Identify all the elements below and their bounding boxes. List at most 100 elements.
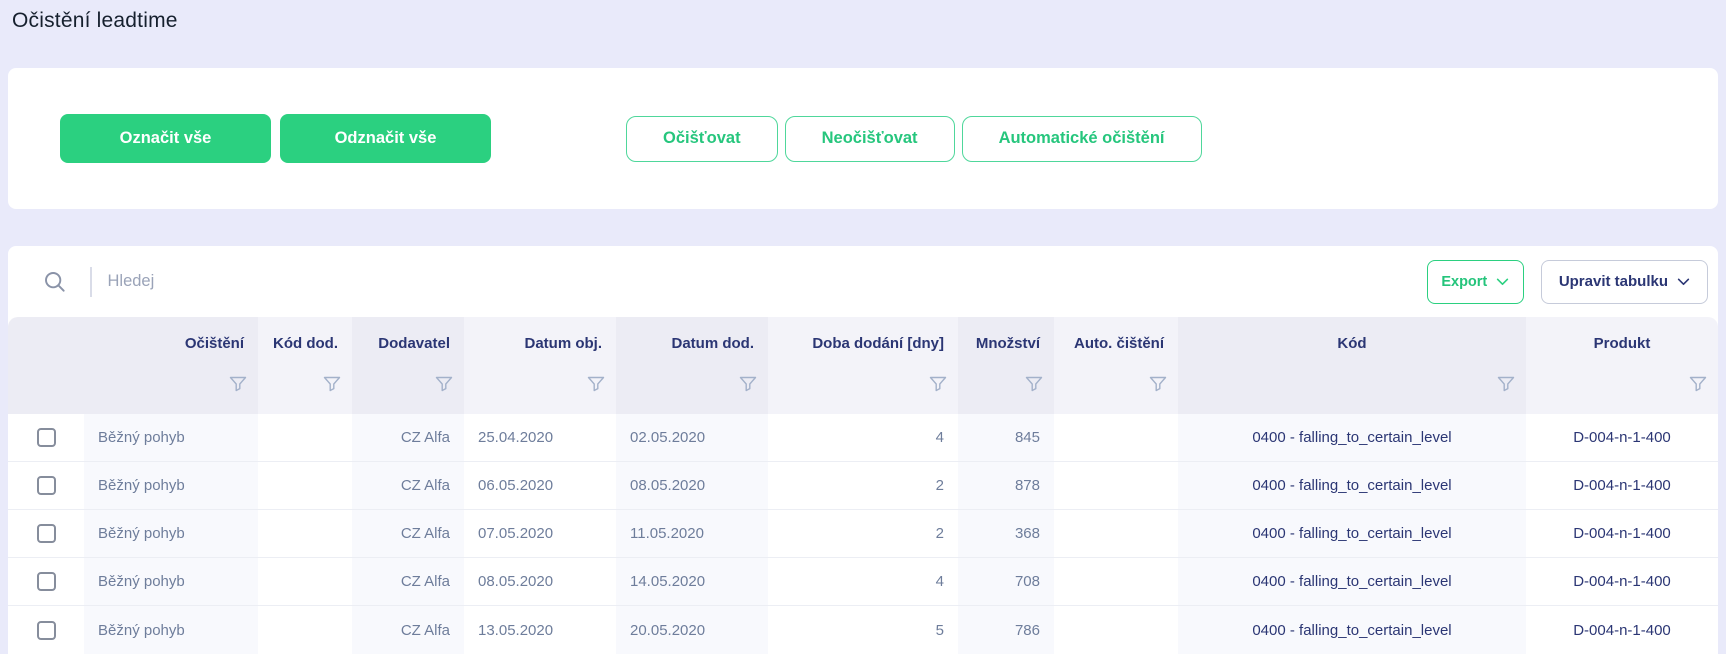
table-row: Běžný pohyb CZ Alfa08.05.202014.05.202047…	[8, 558, 1718, 606]
filter-icon[interactable]	[1054, 369, 1178, 414]
cell-mnozstvi: 786	[958, 606, 1054, 654]
table-row: Běžný pohyb CZ Alfa13.05.202020.05.202057…	[8, 606, 1718, 654]
clean-button[interactable]: Očišťovat	[626, 116, 778, 162]
cell-ocisteni: Běžný pohyb	[84, 462, 258, 509]
cell-doba_dodani_dny: 5	[768, 606, 958, 654]
filter-icon[interactable]	[258, 369, 352, 414]
column-header-kod: Kód	[1178, 317, 1526, 369]
cell-datum_dod: 08.05.2020	[616, 462, 768, 509]
filter-icon[interactable]	[1178, 369, 1526, 414]
filter-icon[interactable]	[464, 369, 616, 414]
filter-icon[interactable]	[352, 369, 464, 414]
header-cell-ocisteni: Očištění	[84, 317, 258, 414]
row-checkbox[interactable]	[37, 572, 56, 591]
select-all-button[interactable]: Označit vše	[60, 114, 271, 163]
page-title: Očistění leadtime	[12, 9, 178, 33]
cell-ocisteni: Běžný pohyb	[84, 414, 258, 461]
header-cell-produkt: Produkt	[1526, 317, 1718, 414]
row-checkbox[interactable]	[37, 428, 56, 447]
cell-dodavatel: CZ Alfa	[352, 558, 464, 605]
row-checkbox[interactable]	[37, 524, 56, 543]
cell-kod: 0400 - falling_to_certain_level	[1178, 510, 1526, 557]
cell-produkt: D-004-n-1-400	[1526, 606, 1718, 654]
cell-dodavatel: CZ Alfa	[352, 606, 464, 654]
header-cell-kod: Kód	[1178, 317, 1526, 414]
header-cell-auto_cisteni: Auto. čištění	[1054, 317, 1178, 414]
filter-icon[interactable]	[958, 369, 1054, 414]
cell-ocisteni: Běžný pohyb	[84, 510, 258, 557]
header-cell-datum_obj: Datum obj.	[464, 317, 616, 414]
auto-clean-button[interactable]: Automatické očištění	[962, 116, 1202, 162]
export-button[interactable]: Export	[1427, 260, 1524, 304]
not-clean-button[interactable]: Neočišťovat	[785, 116, 955, 162]
cell-datum_obj: 13.05.2020	[464, 606, 616, 654]
topbar-actions: Export Upravit tabulku	[1427, 260, 1708, 304]
cell-kod: 0400 - falling_to_certain_level	[1178, 462, 1526, 509]
cell-produkt: D-004-n-1-400	[1526, 462, 1718, 509]
cell-kod_dod	[258, 606, 352, 654]
cell-mnozstvi: 878	[958, 462, 1054, 509]
table-header-row: OčištěníKód dod.DodavatelDatum obj.Datum…	[8, 317, 1718, 414]
cell-auto_cisteni	[1054, 414, 1178, 461]
cell-ocisteni: Běžný pohyb	[84, 606, 258, 654]
cell-datum_obj: 08.05.2020	[464, 558, 616, 605]
header-cell-dodavatel: Dodavatel	[352, 317, 464, 414]
cell-kod_dod	[258, 462, 352, 509]
edit-table-button[interactable]: Upravit tabulku	[1541, 260, 1708, 304]
header-cell-checkbox	[8, 317, 84, 414]
header-cell-kod_dod: Kód dod.	[258, 317, 352, 414]
cell-dodavatel: CZ Alfa	[352, 414, 464, 461]
deselect-all-button[interactable]: Odznačit vše	[280, 114, 491, 163]
cell-kod: 0400 - falling_to_certain_level	[1178, 558, 1526, 605]
cell-dodavatel: CZ Alfa	[352, 462, 464, 509]
table-body: Běžný pohybCZ Alfa25.04.202002.05.202048…	[8, 414, 1718, 654]
toolbar-card: Označit vše Odznačit vše Očišťovat Neoči…	[8, 68, 1718, 209]
row-checkbox[interactable]	[37, 476, 56, 495]
cell-datum_obj: 25.04.2020	[464, 414, 616, 461]
search-divider	[90, 267, 92, 297]
cell-auto_cisteni	[1054, 558, 1178, 605]
cell-mnozstvi: 368	[958, 510, 1054, 557]
search-input[interactable]	[108, 272, 1427, 291]
checkbox-cell	[8, 606, 84, 654]
table-row: Běžný pohybCZ Alfa07.05.202011.05.202023…	[8, 510, 1718, 558]
cell-mnozstvi: 708	[958, 558, 1054, 605]
cell-ocisteni: Běžný pohyb	[84, 558, 258, 605]
checkbox-cell	[8, 510, 84, 557]
header-cell-mnozstvi: Množství	[958, 317, 1054, 414]
column-header-dodavatel: Dodavatel	[352, 317, 464, 369]
cell-datum_obj: 07.05.2020	[464, 510, 616, 557]
cell-datum_obj: 06.05.2020	[464, 462, 616, 509]
cell-datum_dod: 14.05.2020	[616, 558, 768, 605]
filter-icon[interactable]	[1526, 369, 1718, 414]
search-icon	[42, 269, 68, 295]
cell-kod: 0400 - falling_to_certain_level	[1178, 606, 1526, 654]
table-row: Běžný pohyb CZ Alfa06.05.202008.05.202028…	[8, 462, 1718, 510]
column-header-doba_dodani_dny: Doba dodání [dny]	[768, 317, 958, 369]
cell-auto_cisteni	[1054, 606, 1178, 654]
row-checkbox[interactable]	[37, 621, 56, 640]
checkbox-cell	[8, 462, 84, 509]
filter-icon[interactable]	[616, 369, 768, 414]
filter-icon[interactable]	[768, 369, 958, 414]
cell-doba_dodani_dny: 2	[768, 462, 958, 509]
cell-datum_dod: 02.05.2020	[616, 414, 768, 461]
column-header-auto_cisteni: Auto. čištění	[1054, 317, 1178, 369]
cell-kod_dod	[258, 510, 352, 557]
cell-auto_cisteni	[1054, 510, 1178, 557]
cell-kod: 0400 - falling_to_certain_level	[1178, 414, 1526, 461]
cell-datum_dod: 20.05.2020	[616, 606, 768, 654]
table-topbar: Export Upravit tabulku	[8, 246, 1718, 317]
cell-doba_dodani_dny: 4	[768, 558, 958, 605]
cell-dodavatel: CZ Alfa	[352, 510, 464, 557]
checkbox-cell	[8, 558, 84, 605]
column-header-produkt: Produkt	[1526, 317, 1718, 369]
filter-icon[interactable]	[84, 369, 258, 414]
table-card: Export Upravit tabulku OčištěníKód dod.D…	[8, 246, 1718, 654]
column-header-mnozstvi: Množství	[958, 317, 1054, 369]
chevron-down-icon	[1677, 278, 1690, 286]
header-cell-datum_dod: Datum dod.	[616, 317, 768, 414]
table-row: Běžný pohybCZ Alfa25.04.202002.05.202048…	[8, 414, 1718, 462]
checkbox-cell	[8, 414, 84, 461]
column-header-datum_dod: Datum dod.	[616, 317, 768, 369]
